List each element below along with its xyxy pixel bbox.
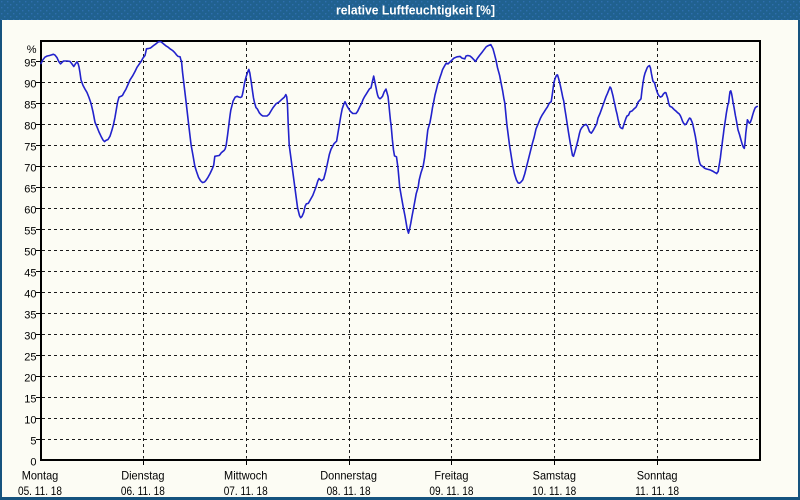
svg-text:60: 60 <box>24 205 36 217</box>
svg-text:20: 20 <box>24 373 36 385</box>
svg-text:15: 15 <box>24 394 36 406</box>
svg-text:5: 5 <box>30 436 36 448</box>
svg-text:07. 11. 18: 07. 11. 18 <box>224 484 268 498</box>
svg-text:10. 11. 18: 10. 11. 18 <box>532 484 576 498</box>
svg-text:65: 65 <box>24 184 36 196</box>
svg-text:40: 40 <box>24 289 36 301</box>
svg-text:Sonntag: Sonntag <box>637 469 678 483</box>
svg-text:Donnerstag: Donnerstag <box>320 469 377 483</box>
svg-text:Dienstag: Dienstag <box>121 469 164 483</box>
svg-text:75: 75 <box>24 142 36 154</box>
svg-text:50: 50 <box>24 247 36 259</box>
svg-text:Mittwoch: Mittwoch <box>224 469 267 483</box>
svg-text:0: 0 <box>30 457 36 469</box>
svg-text:30: 30 <box>24 331 36 343</box>
svg-text:25: 25 <box>24 352 36 364</box>
svg-text:05. 11. 18: 05. 11. 18 <box>18 484 62 498</box>
svg-text:Montag: Montag <box>22 469 59 483</box>
svg-text:08. 11. 18: 08. 11. 18 <box>327 484 371 498</box>
svg-text:55: 55 <box>24 226 36 238</box>
svg-text:85: 85 <box>24 100 36 112</box>
svg-text:Freitag: Freitag <box>434 469 468 483</box>
svg-text:95: 95 <box>24 58 36 70</box>
svg-text:%: % <box>27 44 37 56</box>
svg-text:90: 90 <box>24 79 36 91</box>
svg-text:70: 70 <box>24 163 36 175</box>
svg-text:35: 35 <box>24 310 36 322</box>
svg-text:45: 45 <box>24 268 36 280</box>
svg-text:80: 80 <box>24 121 36 133</box>
svg-text:Samstag: Samstag <box>533 469 576 483</box>
svg-text:11. 11. 18: 11. 11. 18 <box>635 484 679 498</box>
svg-text:10: 10 <box>24 415 36 427</box>
svg-text:06. 11. 18: 06. 11. 18 <box>121 484 165 498</box>
svg-text:09. 11. 18: 09. 11. 18 <box>429 484 473 498</box>
svg-text:relative Luftfeuchtigkeit [%]: relative Luftfeuchtigkeit [%] <box>336 3 495 18</box>
